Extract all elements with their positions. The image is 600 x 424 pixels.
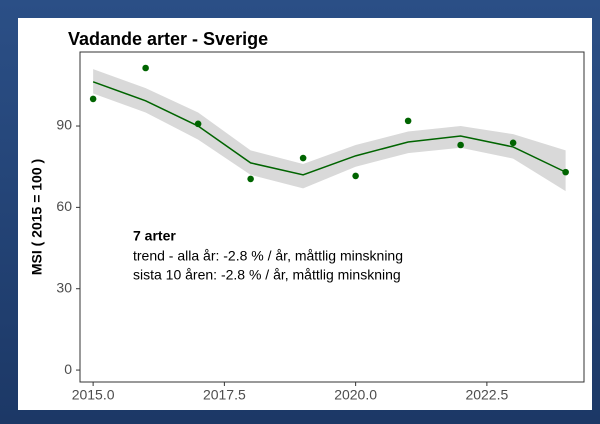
y-tick-label: 0 — [64, 361, 72, 377]
annotation: 7 arter — [133, 228, 176, 244]
chart-title: Vadande arter - Sverige — [68, 29, 268, 49]
y-tick-label: 30 — [56, 279, 72, 295]
annotation: trend - alla år: -2.8 % / år, måttlig mi… — [133, 248, 403, 264]
data-point — [352, 172, 359, 180]
trend-line — [92, 81, 566, 176]
data-point — [247, 175, 254, 183]
x-tick-label: 2022.5 — [465, 387, 508, 403]
y-tick-label: 60 — [56, 198, 72, 214]
data-point — [299, 154, 307, 162]
x-tick-label: 2015.0 — [72, 387, 115, 403]
plot-border — [79, 51, 585, 383]
data-point — [142, 64, 149, 72]
data-point — [562, 168, 569, 176]
data-point — [404, 117, 412, 125]
data-point — [509, 139, 517, 147]
x-tick-label: 2017.5 — [203, 387, 246, 403]
y-tick-label: 90 — [56, 117, 72, 133]
confidence-band — [93, 69, 566, 192]
data-point — [457, 141, 464, 149]
x-tick-label: 2020.0 — [334, 387, 377, 403]
data-point — [89, 95, 97, 103]
annotation: sista 10 åren: -2.8 % / år, måttlig mins… — [133, 267, 401, 283]
y-axis-label: MSI ( 2015 = 100 ) — [29, 159, 45, 275]
data-point — [194, 120, 202, 128]
